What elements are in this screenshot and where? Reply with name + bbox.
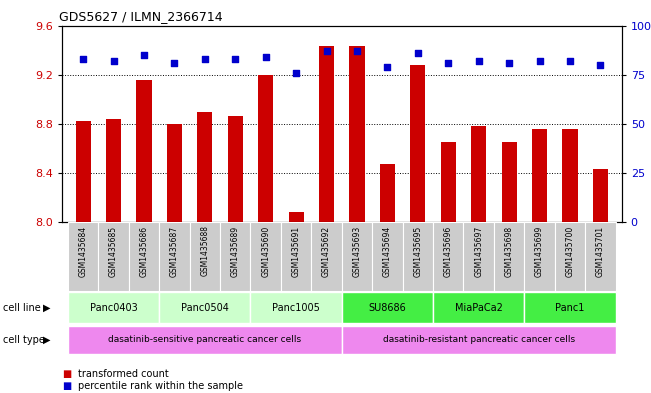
Bar — [433, 222, 464, 291]
Point — [504, 60, 514, 66]
Text: ■: ■ — [62, 369, 71, 379]
Text: cell type: cell type — [3, 335, 45, 345]
Text: Panc1: Panc1 — [555, 303, 585, 312]
Text: GSM1435692: GSM1435692 — [322, 226, 331, 277]
Text: Panc0504: Panc0504 — [181, 303, 229, 312]
Text: ■: ■ — [62, 381, 71, 391]
Bar — [159, 222, 189, 291]
Text: dasatinib-resistant pancreatic cancer cells: dasatinib-resistant pancreatic cancer ce… — [383, 336, 575, 344]
Bar — [137, 79, 152, 222]
Bar — [372, 222, 402, 291]
Bar — [494, 222, 524, 291]
Bar — [380, 164, 395, 222]
Point — [443, 60, 454, 66]
Text: GSM1435700: GSM1435700 — [566, 226, 574, 277]
Bar — [251, 292, 342, 323]
Bar — [258, 75, 273, 222]
Point — [230, 56, 240, 62]
Text: GSM1435701: GSM1435701 — [596, 226, 605, 277]
Bar — [441, 142, 456, 222]
Bar — [342, 292, 433, 323]
Text: GSM1435698: GSM1435698 — [505, 226, 514, 277]
Bar — [197, 112, 212, 222]
Bar — [311, 222, 342, 291]
Bar — [585, 222, 616, 291]
Text: GSM1435686: GSM1435686 — [139, 226, 148, 277]
Text: GSM1435684: GSM1435684 — [79, 226, 88, 277]
Point — [322, 48, 332, 54]
Point — [291, 70, 301, 76]
Text: dasatinib-sensitive pancreatic cancer cells: dasatinib-sensitive pancreatic cancer ce… — [108, 336, 301, 344]
Bar — [342, 326, 616, 354]
Point — [534, 58, 545, 64]
Bar — [167, 124, 182, 222]
Text: GSM1435694: GSM1435694 — [383, 226, 392, 277]
Text: GSM1435695: GSM1435695 — [413, 226, 422, 277]
Text: GSM1435699: GSM1435699 — [535, 226, 544, 277]
Text: percentile rank within the sample: percentile rank within the sample — [78, 381, 243, 391]
Text: transformed count: transformed count — [78, 369, 169, 379]
Bar — [68, 222, 98, 291]
Bar — [524, 222, 555, 291]
Point — [473, 58, 484, 64]
Bar — [342, 222, 372, 291]
Bar — [319, 46, 334, 222]
Point — [200, 56, 210, 62]
Text: GSM1435697: GSM1435697 — [474, 226, 483, 277]
Text: ▶: ▶ — [42, 335, 50, 345]
Bar — [501, 142, 517, 222]
Bar — [159, 292, 251, 323]
Point — [260, 54, 271, 60]
Bar — [350, 46, 365, 222]
Point — [108, 58, 118, 64]
Text: GSM1435689: GSM1435689 — [231, 226, 240, 277]
Bar — [251, 222, 281, 291]
Text: GDS5627 / ILMN_2366714: GDS5627 / ILMN_2366714 — [59, 10, 223, 23]
Point — [78, 56, 89, 62]
Bar — [555, 222, 585, 291]
Bar — [402, 222, 433, 291]
Point — [595, 62, 605, 68]
Bar — [189, 222, 220, 291]
Bar — [433, 292, 524, 323]
Text: ▶: ▶ — [42, 303, 50, 312]
Bar — [471, 126, 486, 222]
Point — [352, 48, 362, 54]
Bar — [464, 222, 494, 291]
Bar — [106, 119, 121, 222]
Point — [139, 52, 149, 58]
Text: MiaPaCa2: MiaPaCa2 — [455, 303, 503, 312]
Bar — [76, 121, 90, 222]
Point — [413, 50, 423, 56]
Text: GSM1435696: GSM1435696 — [444, 226, 452, 277]
Point — [169, 60, 180, 66]
Text: GSM1435687: GSM1435687 — [170, 226, 179, 277]
Bar — [68, 292, 159, 323]
Bar — [228, 116, 243, 222]
Bar — [532, 129, 547, 222]
Text: GSM1435688: GSM1435688 — [201, 226, 210, 277]
Bar — [281, 222, 311, 291]
Text: cell line: cell line — [3, 303, 41, 312]
Bar — [288, 212, 304, 222]
Text: Panc0403: Panc0403 — [90, 303, 137, 312]
Point — [382, 64, 393, 70]
Text: GSM1435691: GSM1435691 — [292, 226, 301, 277]
Bar — [562, 129, 577, 222]
Bar — [410, 65, 426, 222]
Bar — [98, 222, 129, 291]
Bar — [68, 326, 342, 354]
Text: Panc1005: Panc1005 — [272, 303, 320, 312]
Bar — [593, 169, 608, 222]
Text: GSM1435685: GSM1435685 — [109, 226, 118, 277]
Bar — [220, 222, 251, 291]
Bar — [129, 222, 159, 291]
Text: GSM1435690: GSM1435690 — [261, 226, 270, 277]
Bar — [524, 292, 616, 323]
Point — [565, 58, 575, 64]
Text: GSM1435693: GSM1435693 — [352, 226, 361, 277]
Text: SU8686: SU8686 — [368, 303, 406, 312]
